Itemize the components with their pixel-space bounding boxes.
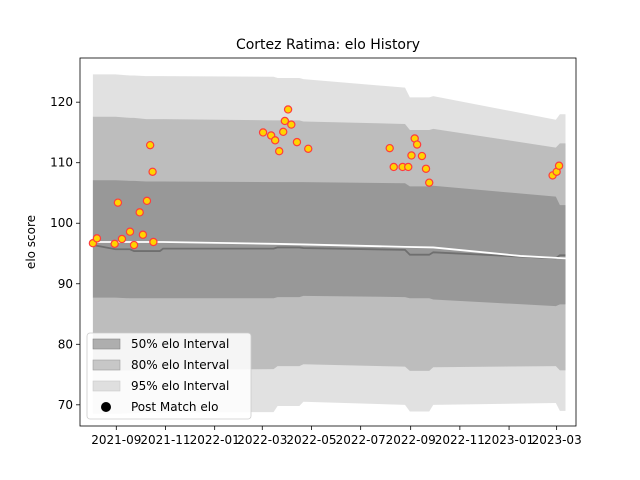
post-match-point: [304, 144, 313, 153]
interval-bands: [92, 74, 566, 414]
y-tick-label: 100: [50, 216, 73, 230]
post-match-point: [142, 196, 152, 206]
post-match-point: [148, 167, 157, 176]
chart-title: Cortez Ratima: elo History: [236, 37, 420, 53]
legend-swatch-point: [101, 402, 111, 412]
post-match-point: [404, 162, 413, 172]
x-tick-label: 2023-03: [532, 433, 582, 447]
post-match-point: [125, 227, 135, 236]
y-tick-label: 120: [50, 95, 73, 109]
legend-label: 95% elo Interval: [131, 379, 229, 393]
trend-lines: [92, 241, 566, 260]
post-match-point: [113, 198, 123, 207]
legend-box: [86, 332, 252, 420]
post-match-point: [407, 151, 416, 160]
post-match-point: [283, 105, 293, 114]
post-match-point: [258, 128, 268, 137]
post-match-point: [554, 161, 564, 170]
post-match-point: [292, 137, 302, 147]
post-match-points: [88, 105, 564, 250]
legend-label: 50% elo Interval: [131, 337, 229, 351]
y-tick-label: 70: [58, 398, 73, 412]
post-match-point: [417, 151, 427, 161]
y-axis: 70 80 90 100 110 120: [50, 95, 80, 412]
band-50-elo-interval: [92, 180, 566, 307]
y-tick-label: 90: [58, 277, 73, 291]
post-match-point: [287, 120, 296, 129]
post-match-point: [280, 116, 290, 126]
post-match-point: [92, 234, 102, 243]
x-tick-label: 2022-03: [237, 433, 287, 447]
mean-elo-line: [92, 241, 566, 260]
post-match-point: [412, 140, 422, 149]
median-elo-line: [92, 244, 566, 260]
post-match-point: [385, 143, 394, 153]
post-match-point: [129, 240, 139, 250]
legend-swatch-band: [92, 359, 121, 371]
post-match-point: [275, 147, 284, 156]
post-match-point: [117, 234, 127, 244]
post-match-point: [145, 140, 155, 150]
post-match-point: [135, 208, 144, 217]
y-tick-label: 110: [50, 156, 73, 170]
legend-label: Post Match elo: [131, 400, 218, 414]
legend-swatch-band: [92, 380, 121, 392]
post-match-point: [149, 237, 158, 247]
x-tick-label: 2023-01: [484, 433, 534, 447]
y-axis-label: elo score: [24, 215, 38, 269]
post-match-point: [110, 239, 119, 249]
x-tick-label: 2022-05: [286, 433, 336, 447]
legend-swatch-band: [92, 338, 121, 350]
x-tick-label: 2022-09: [386, 433, 436, 447]
x-tick-label: 2021-11: [140, 433, 190, 447]
post-match-point: [138, 230, 148, 239]
post-match-point: [389, 162, 398, 172]
legend: 50% elo Interval 80% elo Interval 95% elo …: [86, 332, 252, 420]
post-match-point: [270, 136, 280, 145]
post-match-point: [421, 164, 431, 173]
plot-frame: [79, 57, 577, 427]
x-tick-label: 2022-11: [435, 433, 485, 447]
x-tick-label: 2022-07: [336, 433, 386, 447]
y-tick-label: 80: [58, 337, 73, 351]
x-tick-label: 2022-01: [190, 433, 240, 447]
x-tick-label: 2021-09: [91, 433, 141, 447]
legend-label: 80% elo Interval: [131, 358, 229, 372]
post-match-point: [425, 178, 434, 187]
post-match-point: [279, 127, 288, 137]
